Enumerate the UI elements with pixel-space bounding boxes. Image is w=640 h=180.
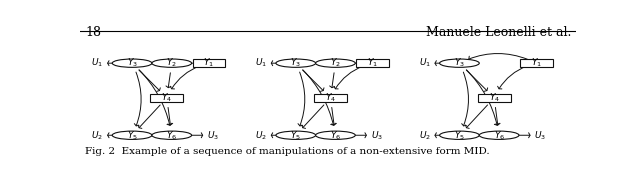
Ellipse shape xyxy=(112,59,152,67)
Ellipse shape xyxy=(316,59,355,67)
Ellipse shape xyxy=(112,131,152,139)
Ellipse shape xyxy=(276,59,316,67)
Text: $Y_{3}$: $Y_{3}$ xyxy=(291,57,301,69)
Text: $Y_{5}$: $Y_{5}$ xyxy=(454,129,465,141)
Text: $Y_{4}$: $Y_{4}$ xyxy=(488,92,500,104)
Text: $Y_{2}$: $Y_{2}$ xyxy=(166,57,177,69)
Text: $Y_{1}$: $Y_{1}$ xyxy=(204,57,214,69)
Text: $Y_{1}$: $Y_{1}$ xyxy=(531,57,542,69)
Text: $U_{3}$: $U_{3}$ xyxy=(534,129,547,141)
Text: $U_{1}$: $U_{1}$ xyxy=(255,57,267,69)
Text: $Y_{3}$: $Y_{3}$ xyxy=(454,57,465,69)
Bar xyxy=(478,94,511,102)
Text: $U_{3}$: $U_{3}$ xyxy=(371,129,383,141)
Text: $Y_{2}$: $Y_{2}$ xyxy=(330,57,341,69)
Text: $Y_{6}$: $Y_{6}$ xyxy=(493,129,505,141)
Text: $U_{2}$: $U_{2}$ xyxy=(255,129,267,141)
Ellipse shape xyxy=(479,131,519,139)
Text: $Y_{4}$: $Y_{4}$ xyxy=(325,92,336,104)
Ellipse shape xyxy=(316,131,355,139)
Text: $Y_{1}$: $Y_{1}$ xyxy=(367,57,378,69)
Bar xyxy=(356,59,389,67)
Ellipse shape xyxy=(276,131,316,139)
Text: $U_{3}$: $U_{3}$ xyxy=(207,129,219,141)
Text: $Y_{5}$: $Y_{5}$ xyxy=(127,129,138,141)
Ellipse shape xyxy=(440,59,479,67)
Ellipse shape xyxy=(152,131,191,139)
Text: $Y_{6}$: $Y_{6}$ xyxy=(330,129,341,141)
Text: $U_{2}$: $U_{2}$ xyxy=(92,129,103,141)
Ellipse shape xyxy=(440,131,479,139)
Text: $Y_{6}$: $Y_{6}$ xyxy=(166,129,177,141)
Bar xyxy=(150,94,183,102)
Bar xyxy=(193,59,225,67)
Text: $U_{1}$: $U_{1}$ xyxy=(419,57,431,69)
Ellipse shape xyxy=(152,59,191,67)
Text: Fig. 2  Example of a sequence of manipulations of a non-extensive form MID.: Fig. 2 Example of a sequence of manipula… xyxy=(85,147,490,156)
Bar xyxy=(520,59,553,67)
Text: $U_{1}$: $U_{1}$ xyxy=(92,57,104,69)
Bar xyxy=(314,94,347,102)
Text: $U_{2}$: $U_{2}$ xyxy=(419,129,431,141)
Text: Manuele Leonelli et al.: Manuele Leonelli et al. xyxy=(426,26,571,39)
Text: $Y_{4}$: $Y_{4}$ xyxy=(161,92,172,104)
Text: $Y_{5}$: $Y_{5}$ xyxy=(291,129,301,141)
Text: $Y_{3}$: $Y_{3}$ xyxy=(127,57,138,69)
Text: 18: 18 xyxy=(85,26,101,39)
